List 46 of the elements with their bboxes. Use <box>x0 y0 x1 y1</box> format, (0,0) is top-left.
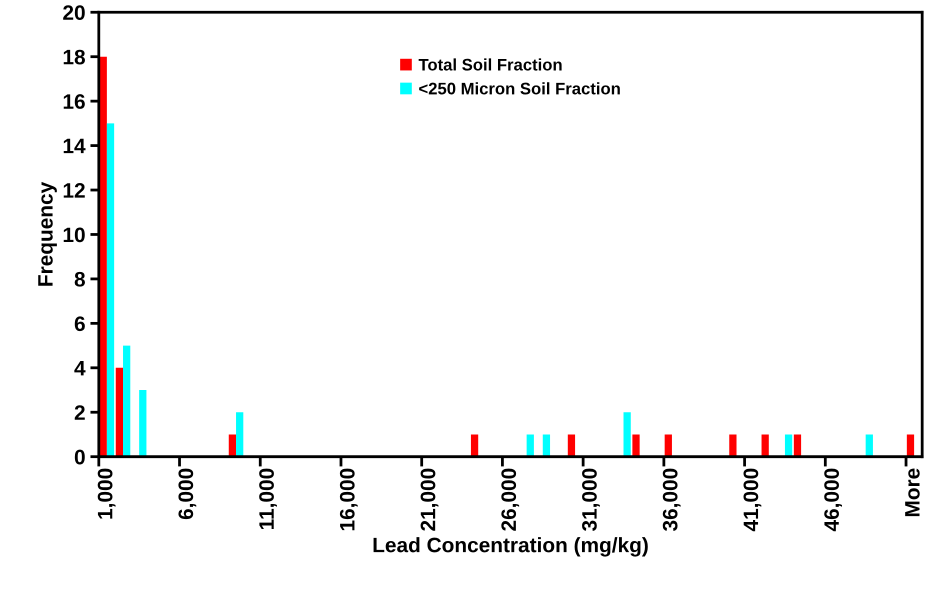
bar <box>784 434 792 457</box>
bar <box>664 434 672 457</box>
x-tick-label: 26,000 <box>501 468 520 531</box>
legend-label: <250 Micron Soil Fraction <box>419 82 620 94</box>
y-axis-title: Frequency <box>38 182 57 286</box>
y-tick-label: 12 <box>64 183 85 198</box>
x-axis-title: Lead Concentration (mg/kg) <box>374 537 648 557</box>
bar <box>794 434 802 457</box>
bar <box>470 434 478 457</box>
x-tick-label: 6,000 <box>178 468 196 520</box>
legend-label: Total Soil Fraction <box>418 58 562 71</box>
y-tick-label: 14 <box>64 138 86 154</box>
x-tick-label: 16,000 <box>340 468 358 530</box>
bar <box>228 434 236 457</box>
bar <box>526 434 534 457</box>
y-tick-label: 0 <box>74 450 85 464</box>
y-tick-label: 18 <box>64 50 85 64</box>
bar <box>568 434 576 457</box>
y-tick-label: 2 <box>74 405 85 420</box>
bar <box>729 434 737 457</box>
bar <box>762 434 769 457</box>
bar <box>100 56 107 457</box>
x-tick-label: 36,000 <box>662 468 681 532</box>
bar <box>123 346 130 457</box>
x-tick-label: 41,000 <box>744 468 762 532</box>
bar <box>624 412 631 457</box>
x-tick-label: 11,000 <box>259 468 277 530</box>
bar <box>866 434 873 457</box>
bar <box>116 368 124 457</box>
y-tick-label: 4 <box>74 361 86 376</box>
y-tick-label: 6 <box>74 316 85 332</box>
bar <box>236 412 244 457</box>
y-tick-label: 20 <box>63 5 85 20</box>
x-tick-label: More <box>905 468 920 516</box>
x-tick-label: 46,000 <box>824 468 842 532</box>
y-tick-label: 8 <box>74 272 85 287</box>
y-tick-label: 16 <box>64 94 85 109</box>
bar <box>106 123 114 457</box>
bar <box>139 390 146 457</box>
x-tick-label: 21,000 <box>420 468 438 531</box>
bar <box>632 434 640 457</box>
y-tick-label: 10 <box>64 227 85 242</box>
bar <box>542 434 550 457</box>
x-tick-label: 1,000 <box>98 468 116 519</box>
bar <box>906 434 914 457</box>
x-tick-label: 31,000 <box>582 468 600 532</box>
